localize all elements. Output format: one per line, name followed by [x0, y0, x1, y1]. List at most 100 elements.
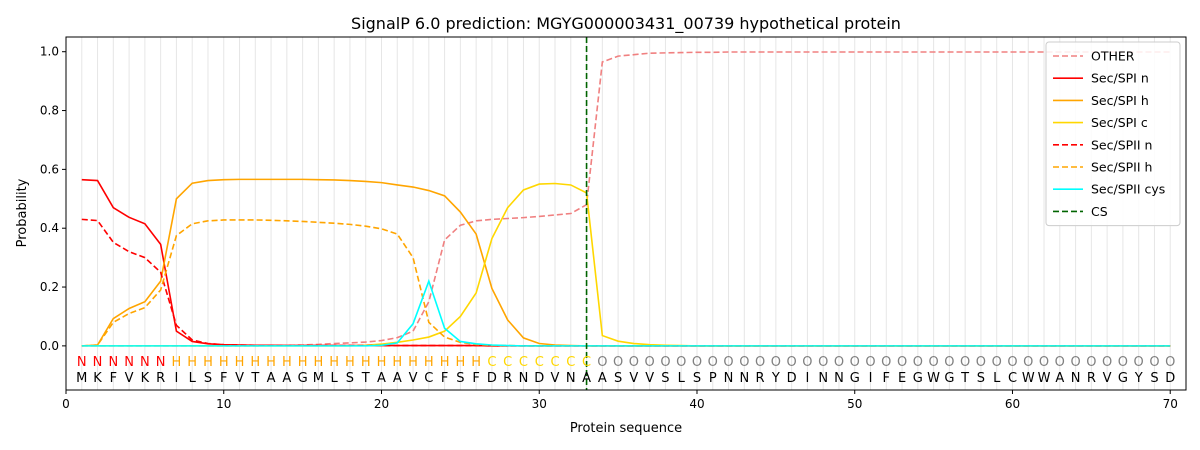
region-label: O	[1102, 355, 1112, 370]
residue-label: F	[220, 371, 227, 386]
region-label: N	[108, 355, 118, 370]
residue-label: A	[377, 371, 386, 386]
residue-label: S	[346, 371, 354, 386]
region-label: H	[235, 355, 245, 370]
region-label: C	[582, 355, 591, 370]
region-label: O	[613, 355, 623, 370]
y-tick-label: 1.0	[40, 45, 59, 59]
residue-label: A	[282, 371, 291, 386]
residue-label: F	[472, 371, 479, 386]
region-label: H	[219, 355, 229, 370]
region-label: N	[124, 355, 134, 370]
region-label: O	[787, 355, 797, 370]
series-line-6	[81, 278, 1171, 347]
region-label: H	[329, 355, 339, 370]
region-label: O	[739, 355, 749, 370]
residue-label: N	[739, 371, 749, 386]
residue-label: D	[1165, 371, 1175, 386]
residue-label: N	[834, 371, 844, 386]
residue-label: L	[189, 371, 197, 386]
region-label: O	[1070, 355, 1080, 370]
region-label: H	[345, 355, 355, 370]
residue-label: W	[1022, 371, 1035, 386]
sequence-labels: NMNKNFNVNKNRHIHLHSHFHVHTHAHAHGHMHLHSHTHA…	[76, 355, 1175, 386]
residue-label: T	[361, 371, 370, 386]
residue-label: G	[850, 371, 860, 386]
grid-lines	[81, 37, 1171, 390]
region-label: O	[1055, 355, 1065, 370]
residue-label: G	[298, 371, 308, 386]
region-label: O	[645, 355, 655, 370]
y-tick-label: 0.6	[40, 162, 59, 176]
region-label: O	[1118, 355, 1128, 370]
region-label: O	[881, 355, 891, 370]
residue-label: K	[141, 371, 150, 386]
residue-label: P	[709, 371, 717, 386]
y-tick-label: 0.2	[40, 280, 59, 294]
x-tick-label: 20	[374, 397, 389, 411]
residue-label: S	[204, 371, 212, 386]
residue-label: N	[519, 371, 529, 386]
region-label: H	[392, 355, 402, 370]
region-label: O	[1165, 355, 1175, 370]
region-label: O	[944, 355, 954, 370]
legend-label: Sec/SPII cys	[1091, 182, 1165, 197]
legend-label: CS	[1091, 204, 1108, 219]
x-tick-label: 10	[216, 397, 231, 411]
residue-label: S	[977, 371, 985, 386]
region-label: H	[455, 355, 465, 370]
legend-label: Sec/SPII h	[1091, 160, 1152, 175]
region-label: O	[629, 355, 639, 370]
plot-frame	[65, 36, 1187, 391]
residue-label: G	[1118, 371, 1128, 386]
residue-label: S	[456, 371, 464, 386]
region-label: H	[266, 355, 276, 370]
region-label: O	[818, 355, 828, 370]
region-label: H	[250, 355, 260, 370]
x-tick-label: 30	[532, 397, 547, 411]
residue-label: R	[156, 371, 165, 386]
residue-label: N	[724, 371, 734, 386]
residue-label: N	[818, 371, 828, 386]
region-label: N	[93, 355, 103, 370]
residue-label: Y	[1134, 371, 1143, 386]
y-tick-label: 0.0	[40, 339, 59, 353]
region-label: H	[282, 355, 292, 370]
region-label: H	[172, 355, 182, 370]
region-label: O	[1039, 355, 1049, 370]
region-label: O	[992, 355, 1002, 370]
legend-label: Sec/SPI c	[1091, 115, 1148, 130]
residue-label: F	[110, 371, 117, 386]
region-label: O	[1023, 355, 1033, 370]
residue-label: L	[993, 371, 1001, 386]
y-tick-label: 0.4	[40, 221, 59, 235]
residue-label: D	[534, 371, 544, 386]
residue-label: A	[1055, 371, 1064, 386]
region-label: O	[597, 355, 607, 370]
region-label: O	[676, 355, 686, 370]
residue-label: M	[313, 371, 324, 386]
region-label: O	[850, 355, 860, 370]
legend-label: OTHER	[1091, 49, 1135, 64]
series-lines	[81, 51, 1171, 347]
residue-label: S	[661, 371, 669, 386]
residue-label: R	[756, 371, 765, 386]
region-label: O	[771, 355, 781, 370]
residue-label: S	[693, 371, 701, 386]
residue-label: W	[1038, 371, 1051, 386]
residue-label: I	[175, 371, 179, 386]
residue-label: R	[1087, 371, 1096, 386]
legend-box	[1045, 41, 1181, 227]
region-label: O	[755, 355, 765, 370]
region-label: O	[976, 355, 986, 370]
legend-label: Sec/SPII n	[1091, 137, 1152, 152]
residue-label: C	[424, 371, 433, 386]
residue-label: A	[267, 371, 276, 386]
region-label: C	[487, 355, 496, 370]
region-label: C	[503, 355, 512, 370]
residue-label: I	[869, 371, 873, 386]
region-label: N	[140, 355, 150, 370]
residue-label: D	[487, 371, 497, 386]
region-label: C	[550, 355, 559, 370]
residue-label: S	[1150, 371, 1158, 386]
